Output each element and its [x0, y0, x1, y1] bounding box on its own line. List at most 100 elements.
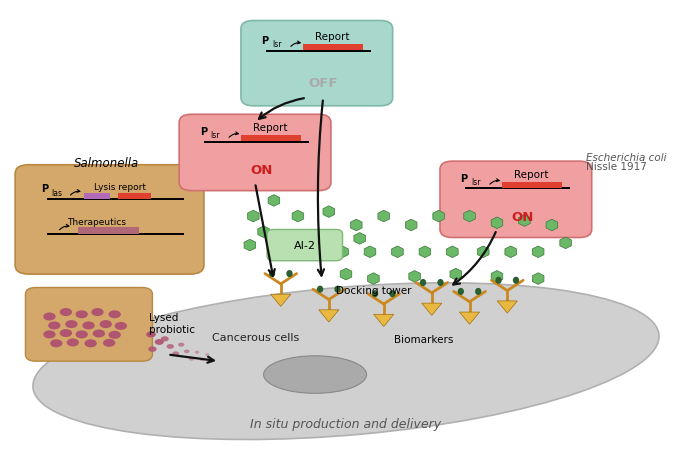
FancyArrowPatch shape [71, 190, 80, 196]
Ellipse shape [286, 271, 293, 277]
FancyBboxPatch shape [15, 166, 204, 275]
FancyArrowPatch shape [229, 133, 238, 138]
Polygon shape [477, 246, 489, 258]
Circle shape [206, 353, 210, 356]
Text: Therapeutics: Therapeutics [66, 217, 126, 226]
Circle shape [103, 339, 116, 347]
Polygon shape [244, 240, 255, 251]
Circle shape [115, 322, 127, 330]
Circle shape [148, 346, 156, 352]
Ellipse shape [437, 279, 444, 286]
Text: Lysis report: Lysis report [94, 183, 146, 192]
Polygon shape [419, 246, 430, 258]
Polygon shape [392, 246, 403, 258]
Circle shape [60, 308, 72, 316]
Text: Docking tower: Docking tower [336, 285, 411, 295]
Polygon shape [459, 313, 480, 325]
Text: P: P [42, 184, 48, 194]
Circle shape [155, 339, 164, 345]
Circle shape [200, 359, 204, 361]
Circle shape [100, 320, 112, 328]
Circle shape [65, 320, 78, 328]
Ellipse shape [390, 290, 396, 298]
Ellipse shape [513, 277, 519, 284]
Polygon shape [350, 220, 362, 231]
Polygon shape [546, 220, 558, 231]
Polygon shape [367, 273, 379, 285]
Text: P: P [461, 173, 468, 183]
Polygon shape [432, 211, 444, 222]
FancyArrowPatch shape [490, 179, 499, 185]
Polygon shape [364, 246, 376, 258]
Ellipse shape [420, 279, 426, 286]
Polygon shape [421, 304, 442, 316]
Text: Lysed
probiotic: Lysed probiotic [149, 313, 195, 335]
Text: OFF: OFF [309, 77, 338, 90]
Polygon shape [532, 273, 544, 285]
Text: Report: Report [253, 123, 288, 133]
Circle shape [75, 311, 88, 318]
Text: Biomarkers: Biomarkers [394, 334, 453, 344]
Ellipse shape [334, 286, 340, 293]
FancyBboxPatch shape [440, 162, 592, 238]
Polygon shape [248, 211, 259, 222]
Text: lsr: lsr [272, 40, 282, 49]
Text: Nissle 1917: Nissle 1917 [586, 162, 647, 172]
Text: lsr: lsr [210, 131, 219, 140]
Circle shape [60, 329, 72, 337]
Circle shape [75, 331, 88, 339]
Text: las: las [51, 188, 62, 197]
Polygon shape [354, 233, 365, 244]
Polygon shape [275, 246, 286, 258]
Circle shape [189, 358, 194, 361]
Polygon shape [406, 220, 417, 231]
Polygon shape [340, 269, 352, 280]
Polygon shape [309, 235, 321, 247]
Text: ON: ON [251, 163, 273, 176]
Text: In situ production and delivery: In situ production and delivery [251, 418, 441, 430]
Ellipse shape [372, 290, 378, 298]
Polygon shape [518, 215, 530, 227]
FancyBboxPatch shape [241, 22, 392, 106]
Polygon shape [505, 246, 516, 258]
Polygon shape [258, 226, 269, 238]
Ellipse shape [264, 356, 367, 393]
Text: lsr: lsr [471, 177, 480, 186]
FancyArrowPatch shape [60, 225, 69, 230]
Text: Report: Report [315, 32, 349, 42]
Text: Escherichia coli: Escherichia coli [586, 153, 666, 163]
Circle shape [109, 311, 121, 318]
Circle shape [146, 331, 156, 338]
Bar [118, 193, 151, 199]
Bar [78, 228, 138, 234]
Polygon shape [268, 195, 280, 207]
Circle shape [82, 322, 95, 330]
FancyBboxPatch shape [267, 230, 343, 261]
Bar [302, 45, 363, 51]
Polygon shape [450, 269, 462, 280]
Circle shape [44, 313, 55, 321]
Circle shape [66, 339, 79, 347]
Bar [84, 193, 110, 199]
Polygon shape [323, 207, 335, 218]
FancyArrowPatch shape [318, 101, 324, 276]
Polygon shape [560, 238, 572, 249]
FancyArrowPatch shape [453, 233, 495, 285]
FancyArrowPatch shape [291, 42, 300, 47]
Polygon shape [491, 217, 503, 229]
Polygon shape [464, 211, 475, 222]
Text: ON: ON [511, 210, 534, 223]
Text: P: P [262, 36, 268, 46]
Circle shape [172, 352, 179, 356]
Ellipse shape [475, 288, 482, 295]
Ellipse shape [457, 288, 464, 295]
Polygon shape [446, 246, 458, 258]
Polygon shape [409, 271, 421, 282]
FancyArrowPatch shape [170, 355, 214, 363]
Text: Cancerous cells: Cancerous cells [212, 332, 300, 342]
Text: AI-2: AI-2 [294, 240, 316, 251]
Circle shape [91, 308, 104, 316]
Circle shape [109, 331, 121, 339]
Polygon shape [491, 271, 503, 282]
Text: Report: Report [514, 169, 549, 179]
